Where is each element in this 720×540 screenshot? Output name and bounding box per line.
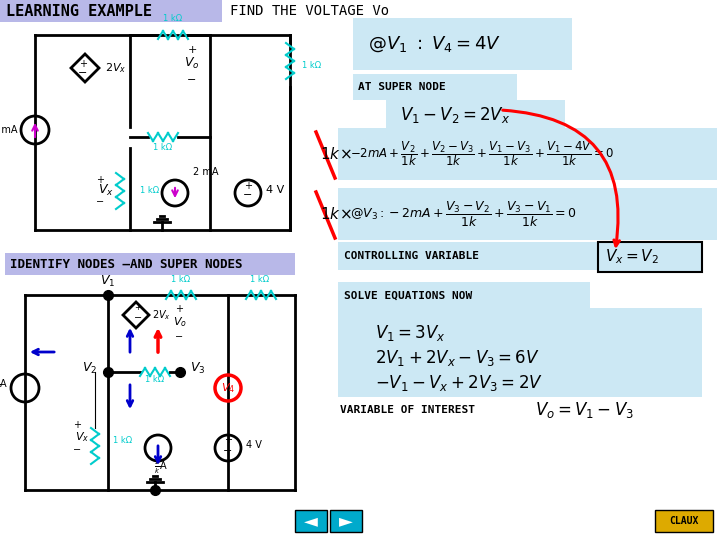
FancyBboxPatch shape [655, 510, 713, 532]
Text: 1 kΩ: 1 kΩ [113, 436, 132, 445]
Text: −: − [223, 446, 233, 456]
Text: −: − [73, 445, 81, 455]
Text: ►: ► [339, 512, 353, 530]
Text: $V_4$: $V_4$ [221, 381, 235, 395]
Text: IDENTIFY NODES –AND SUPER NODES: IDENTIFY NODES –AND SUPER NODES [10, 258, 243, 271]
Text: $V_1=3V_x$: $V_1=3V_x$ [375, 323, 446, 343]
Text: $1k\!\times$: $1k\!\times$ [320, 206, 351, 222]
Text: +: + [187, 45, 197, 55]
Text: CLAUX: CLAUX [670, 516, 698, 526]
Text: $V_o$: $V_o$ [173, 315, 187, 329]
Text: $2V_x$: $2V_x$ [105, 61, 126, 75]
Text: $V_1$: $V_1$ [100, 273, 116, 288]
Text: $2V_x$: $2V_x$ [152, 308, 171, 322]
FancyBboxPatch shape [5, 253, 295, 275]
Text: VARIABLE OF INTEREST: VARIABLE OF INTEREST [340, 405, 475, 415]
Text: +: + [79, 59, 87, 69]
Text: +: + [135, 303, 141, 312]
Text: $2V_1+2V_x-V_3=6V$: $2V_1+2V_x-V_3=6V$ [375, 348, 539, 368]
Text: 1 kΩ: 1 kΩ [140, 186, 159, 195]
Text: $V_x=V_2$: $V_x=V_2$ [605, 248, 659, 266]
Text: $V_x$: $V_x$ [75, 430, 89, 444]
Text: AT SUPER NODE: AT SUPER NODE [358, 82, 446, 92]
Text: $V_x$: $V_x$ [98, 183, 114, 198]
FancyBboxPatch shape [353, 74, 517, 100]
Text: $V_3$: $V_3$ [190, 361, 206, 376]
Text: 1 kΩ: 1 kΩ [145, 375, 165, 384]
FancyBboxPatch shape [330, 510, 362, 532]
Text: ◄: ◄ [304, 512, 318, 530]
FancyBboxPatch shape [598, 242, 702, 272]
Text: CONTROLLING VARIABLE: CONTROLLING VARIABLE [344, 251, 479, 261]
FancyBboxPatch shape [338, 308, 702, 397]
Text: $-2mA+\dfrac{V_2}{1k}+\dfrac{V_2-V_3}{1k}+\dfrac{V_1-V_3}{1k}+\dfrac{V_1-4V}{1k}: $-2mA+\dfrac{V_2}{1k}+\dfrac{V_2-V_3}{1k… [350, 140, 614, 168]
Text: +: + [96, 175, 104, 185]
Text: −: − [78, 68, 88, 78]
Text: $V_2$: $V_2$ [82, 361, 98, 376]
Text: SOLVE EQUATIONS NOW: SOLVE EQUATIONS NOW [344, 291, 472, 301]
Text: $@V_1\ :\ V_4 = 4V$: $@V_1\ :\ V_4 = 4V$ [368, 34, 501, 54]
FancyBboxPatch shape [386, 100, 565, 130]
FancyBboxPatch shape [353, 18, 572, 70]
Text: 1 kΩ: 1 kΩ [153, 144, 173, 152]
Text: $-V_1-V_x+2V_3=2V$: $-V_1-V_x+2V_3=2V$ [375, 373, 543, 393]
Text: LEARNING EXAMPLE: LEARNING EXAMPLE [6, 3, 152, 18]
FancyBboxPatch shape [338, 282, 590, 310]
Text: 2 mA: 2 mA [193, 167, 218, 177]
FancyBboxPatch shape [0, 0, 222, 22]
Text: −: − [134, 313, 142, 323]
Text: $@V_3:-2mA+\dfrac{V_3-V_2}{1k}+\dfrac{V_3-V_1}{1k}=0$: $@V_3:-2mA+\dfrac{V_3-V_2}{1k}+\dfrac{V_… [350, 199, 577, 228]
Text: −: − [175, 332, 183, 342]
Text: +: + [224, 435, 232, 445]
Text: $V_o$: $V_o$ [184, 56, 199, 71]
Text: 1 kΩ: 1 kΩ [171, 275, 191, 284]
Text: +: + [244, 181, 252, 191]
Text: 1 kΩ: 1 kΩ [163, 14, 183, 23]
FancyBboxPatch shape [295, 510, 327, 532]
Text: 1 kΩ: 1 kΩ [251, 275, 269, 284]
Text: $V_1-V_2=2V_x$: $V_1-V_2=2V_x$ [400, 105, 510, 125]
Text: 2 mA: 2 mA [0, 125, 17, 135]
Text: −: − [96, 197, 104, 207]
Text: −: − [243, 190, 253, 200]
Text: 1 kΩ: 1 kΩ [302, 60, 321, 70]
Text: $\frac{2}{k}$A: $\frac{2}{k}$A [0, 376, 8, 394]
Text: 4 V: 4 V [246, 440, 262, 450]
Text: $V_o=V_1-V_3$: $V_o=V_1-V_3$ [535, 400, 634, 420]
FancyBboxPatch shape [338, 128, 717, 180]
Text: FIND THE VOLTAGE Vo: FIND THE VOLTAGE Vo [230, 4, 389, 18]
Text: +: + [73, 420, 81, 430]
FancyBboxPatch shape [338, 188, 717, 240]
Text: 4 V: 4 V [266, 185, 284, 195]
FancyBboxPatch shape [338, 242, 600, 270]
Text: +: + [175, 304, 183, 314]
Text: $\frac{2}{k}$A: $\frac{2}{k}$A [154, 458, 168, 476]
Text: $1k\!\times$: $1k\!\times$ [320, 146, 351, 162]
Text: −: − [187, 75, 197, 85]
